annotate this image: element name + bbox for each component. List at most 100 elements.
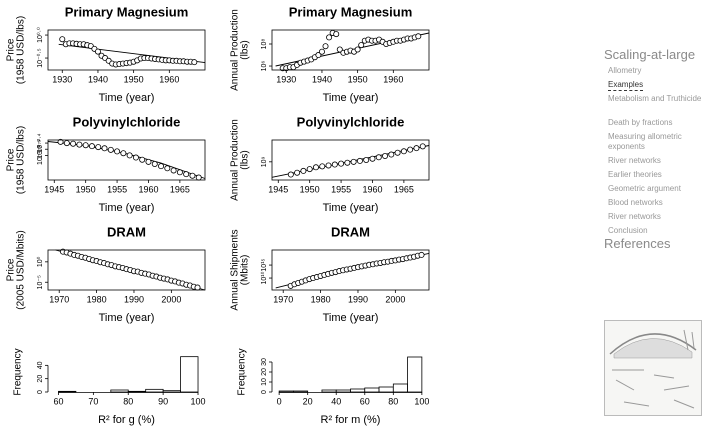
data-point: [82, 142, 89, 149]
data-point: [382, 152, 389, 159]
y-tick-label: 10⁶: [261, 61, 268, 72]
y-tick-label: 0: [37, 390, 44, 394]
nav-item[interactable]: Allometry: [608, 66, 642, 75]
bar: [180, 356, 199, 393]
data-point: [400, 148, 407, 155]
x-axis-label: Time (year): [99, 92, 155, 104]
nav-item[interactable]: Geometric argument: [608, 184, 681, 193]
thumbnail[interactable]: [604, 320, 702, 416]
data-point: [164, 165, 171, 172]
x-axis-label: Time (year): [99, 312, 155, 324]
x-tick-label: 2000: [385, 294, 405, 304]
nav-item[interactable]: Measuring allometric exponents: [608, 132, 682, 151]
y-tick-label: 10⁸: [261, 39, 268, 50]
data-point: [88, 143, 95, 150]
nav-item[interactable]: Earlier theories: [608, 170, 662, 179]
bar: [293, 390, 309, 393]
x-tick-label: 1950: [300, 184, 320, 194]
chart-title: Primary Magnesium: [289, 4, 413, 19]
y-axis-label: (1958 USD/lbs): [16, 126, 27, 194]
nav-item[interactable]: Examples: [608, 80, 644, 91]
y-tick-label: 30: [261, 358, 268, 366]
data-point: [333, 31, 340, 38]
data-point: [191, 59, 198, 66]
x-tick-label: 1990: [348, 294, 368, 304]
data-point: [189, 172, 196, 179]
bar: [335, 389, 351, 393]
chart-title: Polyvinylchloride: [73, 114, 181, 129]
x-tick-label: 1965: [170, 184, 190, 194]
nav-item[interactable]: River networks: [608, 212, 661, 221]
bar: [162, 390, 181, 393]
x-tick-label: 1970: [273, 294, 293, 304]
y-tick-label: 10: [261, 378, 268, 386]
y-axis-label: Frequency: [237, 348, 248, 395]
data-point: [326, 34, 333, 41]
data-point: [358, 42, 365, 49]
y-tick-label: 10¹⁵: [261, 258, 268, 271]
data-point: [95, 144, 102, 151]
thumbnail-sketch: [612, 329, 695, 409]
y-axis-label: (2005 USD/Mbits): [16, 230, 27, 309]
chart-title: Primary Magnesium: [65, 4, 189, 19]
nav-item[interactable]: River networks: [608, 156, 661, 165]
data-point: [76, 141, 83, 148]
bar: [145, 388, 164, 393]
plot-frame: [47, 249, 206, 291]
y-axis-label: Annual Production: [230, 119, 241, 201]
data-point: [418, 251, 425, 258]
nav-item[interactable]: Metabolism and Truthicide: [608, 94, 702, 103]
thumbnail-shape: [613, 338, 693, 359]
x-tick-label: 1945: [268, 184, 288, 194]
bar: [110, 389, 129, 393]
x-tick-label: 1965: [394, 184, 414, 194]
y-tick-label: 10⁰·⁰: [36, 27, 44, 43]
x-axis-label: Time (year): [99, 202, 155, 214]
y-axis-label: Price: [6, 38, 17, 61]
data-point: [338, 160, 345, 167]
x-axis-label: Time (year): [323, 92, 379, 104]
x-tick-label: 1930: [276, 74, 296, 84]
data-point: [363, 156, 370, 163]
data-point: [294, 169, 301, 176]
x-tick-label: 1950: [76, 184, 96, 194]
x-axis-label: R² for g (%): [98, 414, 155, 426]
x-tick-label: 1950: [124, 74, 144, 84]
y-tick-label: 20: [37, 375, 44, 383]
chart-title: DRAM: [107, 224, 146, 239]
sidebar: Scaling-at-large Allometry Examples Metabo…: [604, 0, 702, 434]
nav-item[interactable]: Conclusion: [608, 226, 648, 235]
data-point: [59, 36, 66, 43]
nav-item[interactable]: Death by fractions: [608, 118, 673, 127]
nav-references[interactable]: References: [604, 236, 671, 251]
y-tick-label: 10⁻⁰·⁵: [36, 48, 44, 68]
plot-frame: [271, 139, 430, 181]
data-point: [170, 167, 177, 174]
nav-item[interactable]: Blood networks: [608, 198, 663, 207]
data-point: [350, 158, 357, 165]
data-point: [151, 160, 158, 167]
x-tick-label: 1940: [88, 74, 108, 84]
x-tick-label: 1950: [348, 74, 368, 84]
x-tick-label: 0: [277, 396, 282, 406]
y-tick-label: 40: [37, 361, 44, 369]
bar: [278, 390, 294, 393]
data-point: [394, 149, 401, 156]
nav-heading[interactable]: Scaling-at-large: [604, 47, 696, 62]
data-point: [318, 48, 325, 55]
y-tick-label: 10⁻²·⁸: [37, 146, 44, 165]
data-point: [158, 163, 165, 170]
x-axis-label: Time (year): [323, 202, 379, 214]
data-point: [407, 146, 414, 153]
x-tick-label: 1990: [124, 294, 144, 304]
x-tick-label: 1930: [52, 74, 72, 84]
x-tick-label: 80: [123, 396, 133, 406]
data-point: [300, 167, 307, 174]
plot-frame: [47, 29, 206, 71]
data-point: [107, 146, 114, 153]
data-point: [419, 143, 426, 150]
data-point: [194, 284, 201, 291]
chart-title: Polyvinylchloride: [297, 114, 405, 129]
y-tick-label: 10⁻⁵: [37, 275, 44, 289]
